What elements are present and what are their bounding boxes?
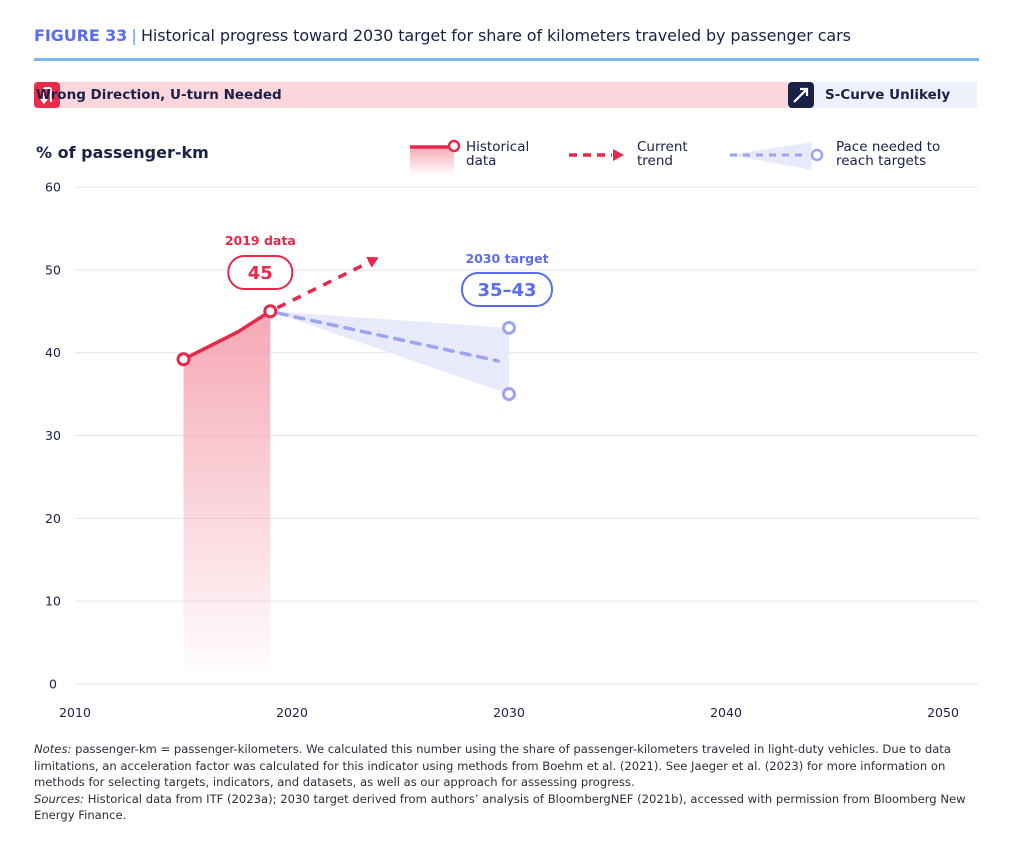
annotation-2030-label: 2030 target <box>465 251 548 266</box>
figure-notes: Notes: passenger-km = passenger-kilomete… <box>34 741 994 824</box>
y-tick-label: 40 <box>45 345 61 360</box>
legend-pace-marker <box>810 148 824 162</box>
legend-historical-marker <box>447 139 461 153</box>
y-tick-label: 60 <box>45 180 61 195</box>
legend-label-historical: Historical data <box>466 139 530 169</box>
y-tick-label: 0 <box>49 677 57 692</box>
annotation-2030-pill <box>461 272 553 307</box>
status-band <box>34 82 977 108</box>
legend-historical-area <box>410 148 454 174</box>
historical-marker <box>263 304 278 319</box>
u-turn-arrow-icon <box>34 82 60 108</box>
x-tick-label: 2020 <box>276 705 308 720</box>
notes-text: passenger-km = passenger-kilometers. We … <box>34 742 951 789</box>
notes-paragraph: Notes: passenger-km = passenger-kilomete… <box>34 741 994 791</box>
notes-label: Notes: <box>34 742 72 756</box>
y-tick-label: 30 <box>45 428 61 443</box>
y-tick-layer: 0 10 20 30 40 50 60 <box>45 180 61 692</box>
status-label-wrong-direction: Wrong Direction, U-turn Needed <box>36 87 282 103</box>
legend-pace-swatch <box>728 142 824 170</box>
legend-label-current-trend: Current trend <box>637 139 688 169</box>
status-label-s-curve: S-Curve Unlikely <box>825 87 951 103</box>
y-tick-label: 50 <box>45 262 61 277</box>
status-band-wrong-direction <box>34 82 788 108</box>
legend-label-pace-needed: Pace needed to reach targets <box>836 139 941 169</box>
target-marker <box>502 387 516 402</box>
figure-title-text: Historical progress toward 2030 target f… <box>140 26 851 45</box>
annotation-2030-value: 35–43 <box>477 280 536 301</box>
historical-area <box>183 311 271 670</box>
annotation-2019-value: 45 <box>248 263 273 284</box>
x-tick-label: 2050 <box>927 705 959 720</box>
target-marker <box>502 320 516 335</box>
title-separator: | <box>131 26 137 45</box>
annotation-2019-pill <box>227 255 294 290</box>
status-band-s-curve <box>788 82 977 108</box>
x-tick-label: 2040 <box>710 705 742 720</box>
x-tick-label: 2030 <box>493 705 525 720</box>
pace-line <box>276 311 500 363</box>
x-tick-label: 2010 <box>59 705 91 720</box>
legend-trend-arrowhead <box>613 149 624 161</box>
series-layer <box>176 256 516 670</box>
trend-line <box>276 259 373 310</box>
figure-number: FIGURE 33 <box>34 26 128 45</box>
annotation-layer: 2019 data 45 2030 target 35–43 <box>225 233 553 307</box>
annotation-2019-label: 2019 data <box>225 233 296 248</box>
trend-arrowhead <box>366 256 379 268</box>
figure-title: FIGURE 33 | Historical progress toward 203… <box>34 26 851 45</box>
legend-trend-swatch <box>569 149 624 161</box>
legend-historical-swatch <box>410 139 461 174</box>
historical-line <box>182 309 272 361</box>
sources-text: Historical data from ITF (2023a); 2030 t… <box>34 791 966 823</box>
diagonal-arrow-icon <box>788 82 814 108</box>
pace-cone <box>270 311 509 395</box>
sources-label: Sources: <box>34 791 85 806</box>
y-tick-label: 10 <box>45 594 61 609</box>
x-tick-layer: 2010 2020 2030 2040 2050 <box>59 705 959 720</box>
historical-marker <box>176 352 191 367</box>
y-axis-title: % of passenger-km <box>36 143 209 162</box>
title-rule <box>34 58 979 61</box>
sources-paragraph: Sources: Historical data from ITF (2023a… <box>34 791 994 824</box>
y-tick-label: 20 <box>45 511 61 526</box>
